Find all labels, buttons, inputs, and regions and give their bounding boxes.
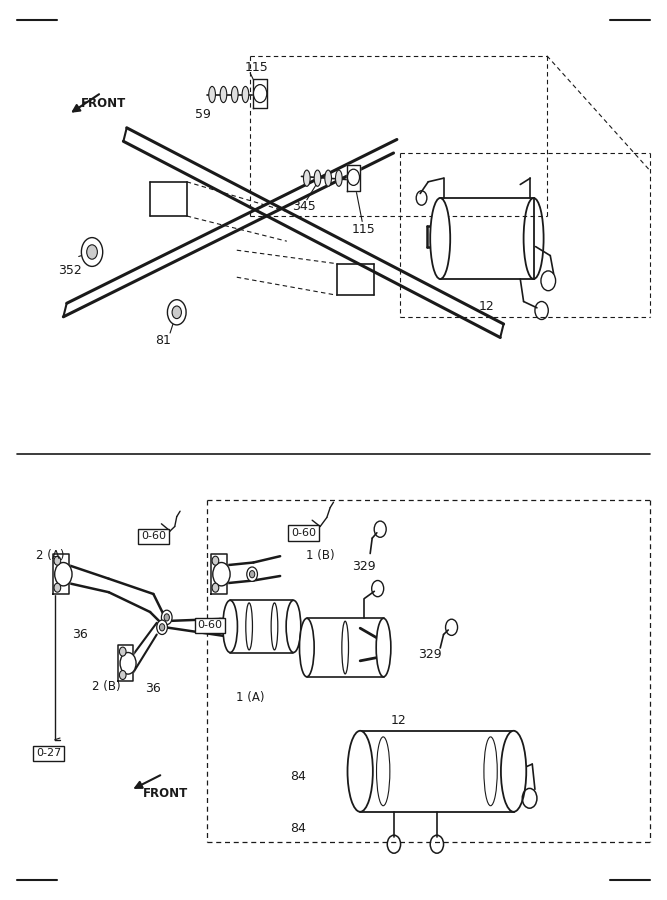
Circle shape bbox=[253, 85, 267, 103]
Circle shape bbox=[87, 245, 97, 259]
Ellipse shape bbox=[430, 198, 450, 279]
Ellipse shape bbox=[242, 86, 249, 103]
Circle shape bbox=[212, 556, 219, 565]
Circle shape bbox=[54, 583, 61, 592]
Circle shape bbox=[247, 567, 257, 581]
Text: FRONT: FRONT bbox=[81, 97, 126, 110]
Polygon shape bbox=[253, 79, 267, 108]
Text: 1 (B): 1 (B) bbox=[306, 549, 334, 562]
Text: 12: 12 bbox=[391, 714, 407, 726]
Circle shape bbox=[167, 300, 186, 325]
Circle shape bbox=[54, 556, 61, 565]
Ellipse shape bbox=[336, 170, 342, 186]
Ellipse shape bbox=[231, 86, 238, 103]
Ellipse shape bbox=[209, 86, 215, 103]
Circle shape bbox=[164, 614, 169, 621]
Text: 0-27: 0-27 bbox=[36, 748, 61, 759]
Text: 0-60: 0-60 bbox=[141, 531, 166, 542]
Text: 84: 84 bbox=[290, 822, 306, 834]
Text: 329: 329 bbox=[418, 648, 442, 661]
Ellipse shape bbox=[501, 731, 526, 812]
Text: 59: 59 bbox=[195, 108, 211, 121]
Ellipse shape bbox=[303, 170, 310, 186]
Circle shape bbox=[249, 571, 255, 578]
Text: 12: 12 bbox=[479, 300, 495, 312]
Circle shape bbox=[172, 306, 181, 319]
Ellipse shape bbox=[376, 618, 391, 677]
Circle shape bbox=[348, 169, 360, 185]
Polygon shape bbox=[118, 645, 133, 681]
Polygon shape bbox=[53, 554, 69, 594]
Ellipse shape bbox=[299, 618, 314, 677]
Ellipse shape bbox=[223, 600, 237, 652]
Text: 0-60: 0-60 bbox=[291, 527, 316, 538]
Ellipse shape bbox=[348, 731, 373, 812]
Circle shape bbox=[81, 238, 103, 266]
Circle shape bbox=[205, 619, 213, 630]
Polygon shape bbox=[211, 554, 227, 594]
Text: 2 (A): 2 (A) bbox=[36, 549, 64, 562]
Circle shape bbox=[157, 620, 167, 634]
Text: 2 (B): 2 (B) bbox=[93, 680, 121, 693]
Text: 81: 81 bbox=[155, 334, 171, 346]
Ellipse shape bbox=[220, 86, 227, 103]
Ellipse shape bbox=[286, 600, 301, 652]
Text: 1 (A): 1 (A) bbox=[236, 691, 264, 704]
Circle shape bbox=[161, 610, 172, 625]
Text: 329: 329 bbox=[352, 561, 376, 573]
Text: 36: 36 bbox=[72, 628, 88, 641]
Ellipse shape bbox=[314, 170, 321, 186]
Text: FRONT: FRONT bbox=[143, 788, 188, 800]
Circle shape bbox=[159, 624, 165, 631]
Circle shape bbox=[120, 652, 136, 674]
Polygon shape bbox=[347, 165, 360, 191]
Text: 84: 84 bbox=[290, 770, 306, 783]
Circle shape bbox=[119, 647, 126, 656]
Text: 0-60: 0-60 bbox=[197, 620, 223, 631]
Circle shape bbox=[213, 562, 230, 586]
Text: 36: 36 bbox=[145, 682, 161, 695]
Circle shape bbox=[55, 562, 72, 586]
Text: 352: 352 bbox=[58, 264, 82, 276]
Ellipse shape bbox=[325, 170, 331, 186]
Text: 345: 345 bbox=[291, 201, 315, 213]
Text: 115: 115 bbox=[245, 61, 269, 74]
Circle shape bbox=[212, 583, 219, 592]
Circle shape bbox=[119, 670, 126, 680]
Text: 115: 115 bbox=[352, 223, 376, 236]
